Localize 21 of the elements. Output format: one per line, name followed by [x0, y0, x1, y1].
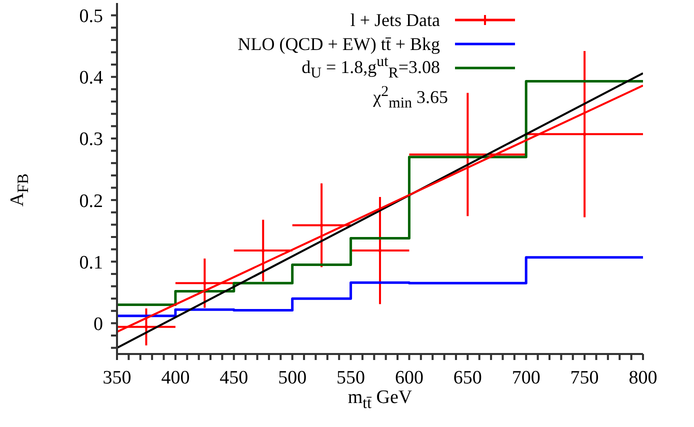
legend-label: NLO (QCD + EW) tt̄ + Bkg	[238, 34, 440, 54]
x-tick-label: 750	[570, 367, 599, 388]
x-tick-label: 350	[102, 367, 132, 388]
y-tick-label: 0.3	[79, 129, 103, 150]
x-tick-label: 700	[512, 367, 540, 388]
x-tick-label: 550	[336, 367, 366, 388]
x-tick-label: 400	[161, 367, 190, 388]
x-tick-label: 600	[394, 367, 424, 388]
y-tick-label: 0	[94, 314, 103, 335]
y-tick-label: 0.2	[79, 190, 103, 212]
y-tick-label: 0.4	[79, 68, 104, 89]
x-axis-title: m$_{tt̄}$ GeV	[348, 387, 412, 412]
y-tick-label: 0.5	[79, 6, 103, 28]
x-tick-label: 500	[278, 367, 307, 388]
legend-label: d$_{U}$ = 1.8,g$^{ut}$$_{R}$=3.08	[302, 54, 440, 82]
x-tick-label: 650	[453, 367, 482, 388]
legend-label: l + Jets Data	[350, 10, 440, 30]
x-tick-label: 450	[220, 367, 248, 388]
x-tick-label: 800	[628, 367, 658, 388]
annotation: χ$^{2}$$_{min}$ 3.65	[373, 84, 448, 112]
y-tick-label: 0.1	[79, 252, 103, 274]
